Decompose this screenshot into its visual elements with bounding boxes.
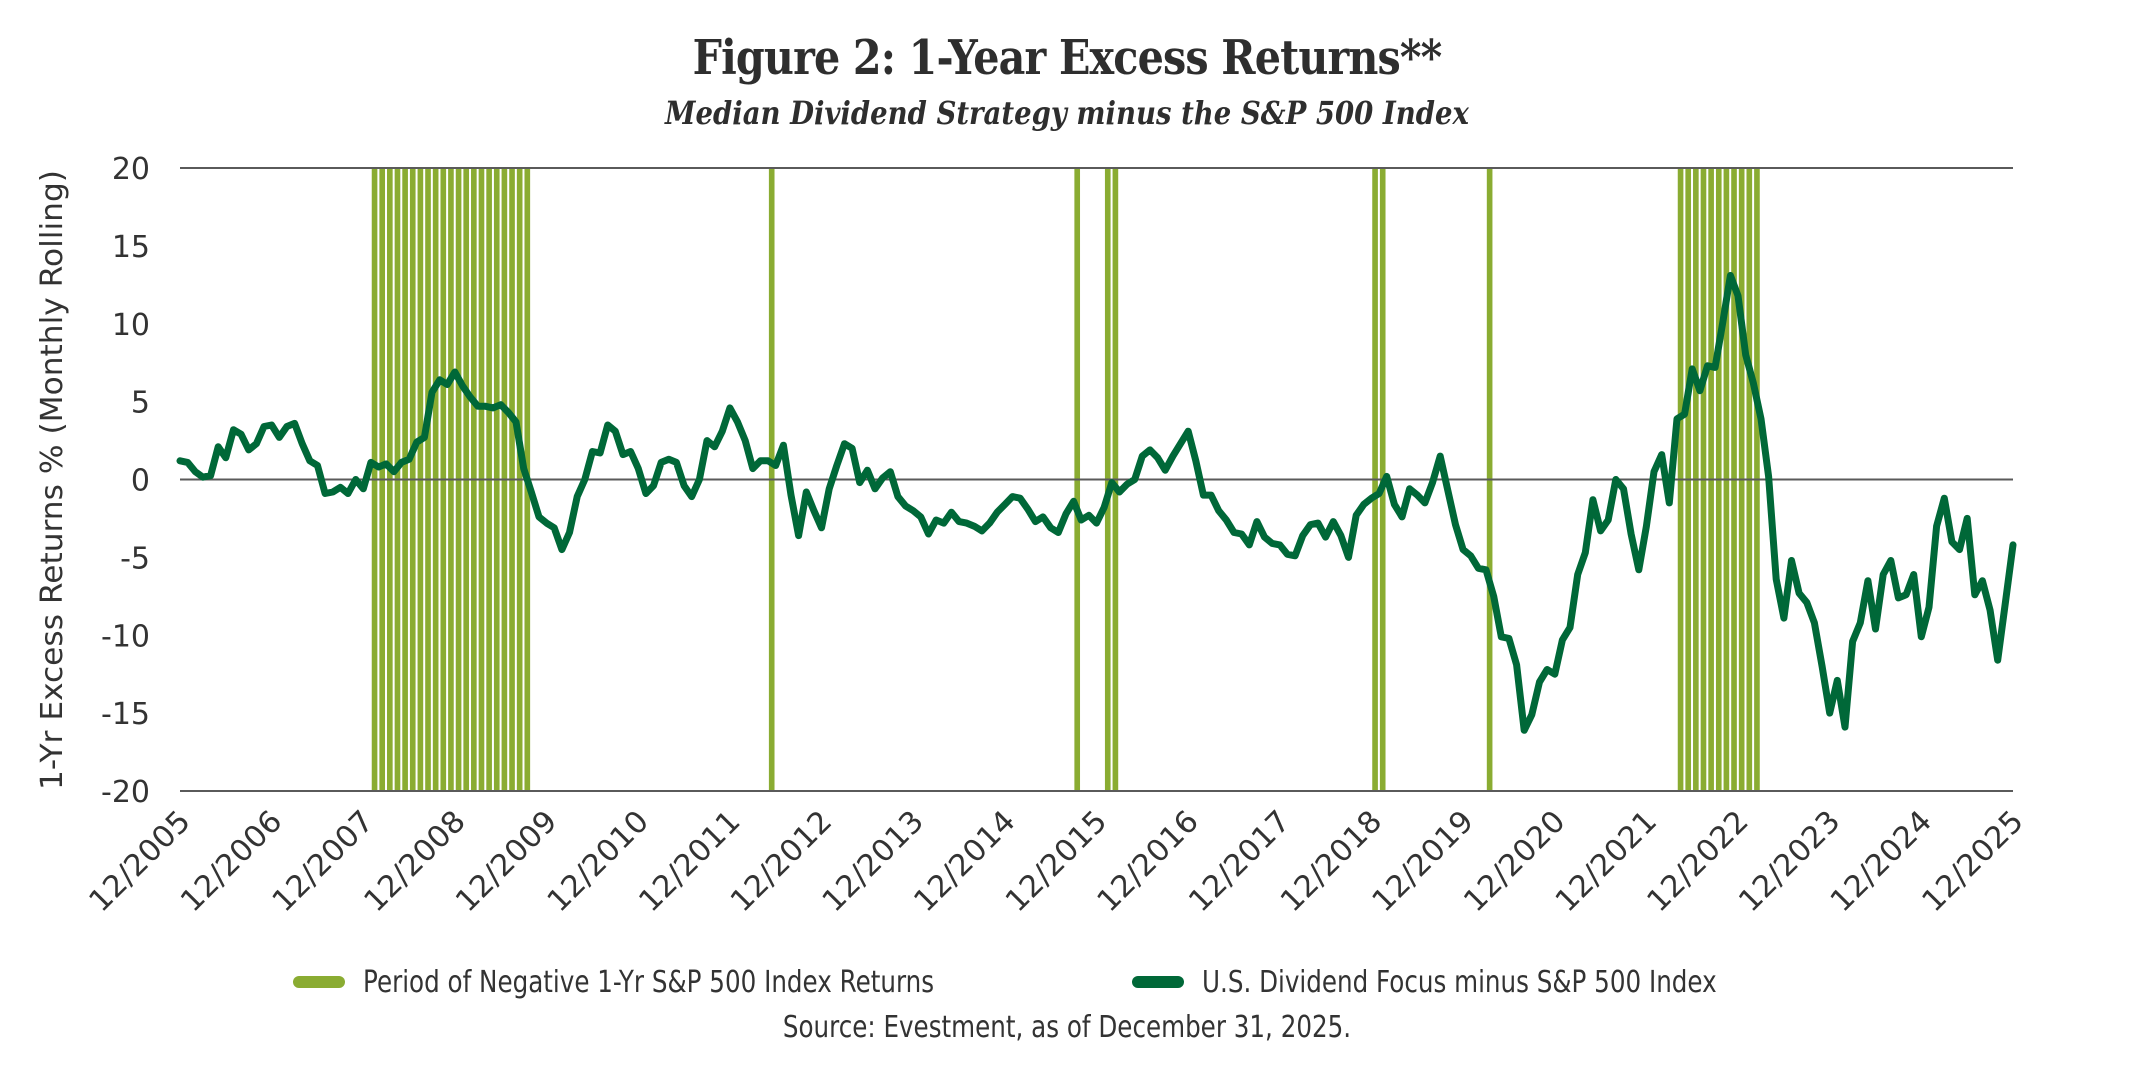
chart-subtitle: Median Dividend Strategy minus the S&P 5… — [665, 94, 1469, 132]
legend-item-negative-periods: Period of Negative 1-Yr S&P 500 Index Re… — [293, 962, 1059, 1002]
y-tick-label: 10 — [112, 308, 150, 343]
source-note: Source: Evestment, as of December 31, 20… — [782, 1010, 1352, 1045]
y-tick-label: 15 — [112, 230, 150, 265]
y-tick-label: -5 — [120, 541, 150, 576]
y-tick-label: 0 — [131, 464, 150, 499]
x-axis-ticks: 12/200512/200612/200712/200812/200912/20… — [82, 804, 2030, 919]
y-tick-label: -20 — [101, 775, 150, 810]
gridlines — [180, 167, 2013, 792]
y-tick-label: 5 — [131, 386, 150, 421]
chart-title: Figure 2: 1-Year Excess Returns** — [692, 30, 1443, 86]
legend: Period of Negative 1-Yr S&P 500 Index Re… — [0, 962, 2134, 1002]
legend-swatch-dividend-focus — [1132, 976, 1184, 988]
y-tick-label: 20 — [112, 152, 150, 187]
series-line-dividend-focus — [176, 272, 2017, 734]
x-tick-label: 12/2025 — [1915, 804, 2030, 919]
y-tick-label: -15 — [101, 697, 150, 732]
y-axis-ticks: 20 15 10 5 0 -5 -10 -15 -20 — [101, 152, 150, 810]
y-axis-label: 1-Yr Excess Returns % (Monthly Rolling) — [35, 170, 70, 790]
legend-item-dividend-focus: U.S. Dividend Focus minus S&P 500 Index — [1132, 962, 1830, 1002]
legend-label: U.S. Dividend Focus minus S&P 500 Index — [1202, 964, 1717, 1000]
legend-label: Period of Negative 1-Yr S&P 500 Index Re… — [363, 964, 935, 1000]
y-tick-label: -10 — [101, 619, 150, 654]
legend-swatch-negative-periods — [293, 976, 345, 988]
